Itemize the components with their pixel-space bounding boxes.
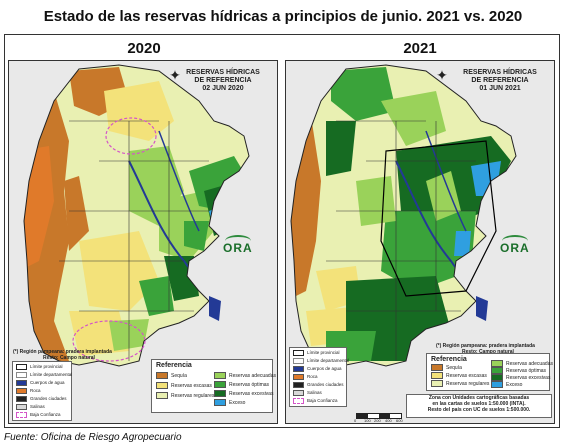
region-note: (*) Región pampeana: pradera implantada … [436,343,535,355]
year-label-2020: 2020 [127,40,161,57]
year-label-2021: 2021 [403,40,437,57]
legend-2021: Referencia Sequía Reservas escasas Reser… [426,353,553,391]
map-title-2021: RESERVAS HÍDRICAS DE REFERENCIA 01 JUN 2… [463,69,537,92]
soil-zone-note: Zona con Unidades cartográficas basadas … [406,394,552,418]
figure-frame [4,34,560,428]
layer-legend-2020: Límite provincial Límite departamental C… [12,361,72,421]
map-panel-2021: ✦ RESERVAS HÍDRICAS DE REFERENCIA 01 JUN… [285,60,555,424]
region-note: (*) Región pampeana: pradera implantada … [13,349,112,361]
scale-label: 200 [374,418,381,423]
scale-label: 100 [364,418,371,423]
compass-icon: ✦ [436,67,448,83]
legend-2020: Referencia Sequía Reservas escasas Reser… [151,359,276,413]
scale-bar [356,413,402,419]
page-title: Estado de las reservas hídricas a princi… [43,8,523,25]
scale-label: 0 [354,418,357,423]
map-panel-2020: ✦ RESERVAS HÍDRICAS DE REFERENCIA 02 JUN… [8,60,278,424]
compass-icon: ✦ [169,67,181,83]
ora-logo: ORA [500,235,540,259]
map-title-2020: RESERVAS HÍDRICAS DE REFERENCIA 02 JUN 2… [186,69,260,92]
layer-legend-2021: Límite provincial Límite departamental C… [289,347,349,407]
source-credit: Fuente: Oficina de Riesgo Agropecuario [4,432,182,443]
scale-label: 600 [396,418,403,423]
scale-label: 400 [385,418,392,423]
ora-logo: ORA [223,235,263,259]
